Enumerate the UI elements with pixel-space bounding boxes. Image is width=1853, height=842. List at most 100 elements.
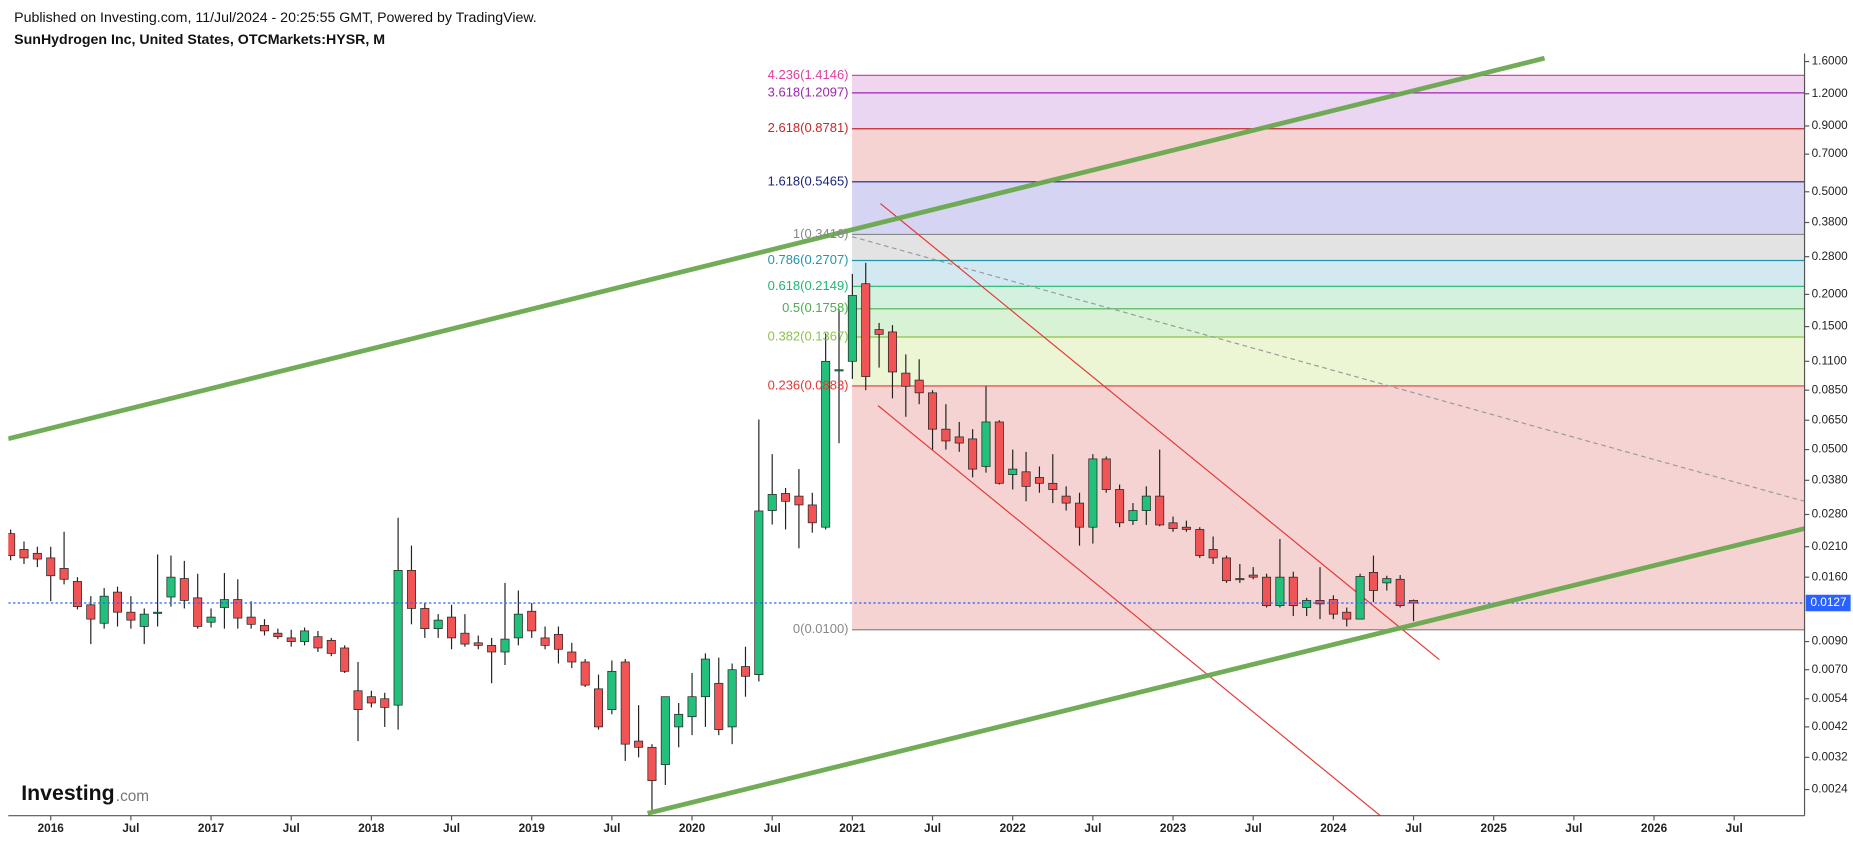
x-tick-label: 2021 (839, 821, 866, 835)
candle-body (206, 616, 216, 623)
candle-body (887, 331, 897, 373)
fib-zone (852, 234, 1805, 261)
y-tick-label: 0.0090 (1812, 634, 1849, 648)
candle-body (8, 533, 16, 556)
candle-body (660, 696, 670, 765)
candle-body (1088, 458, 1098, 528)
candle-body (513, 613, 523, 639)
fib-label: 1.618(0.5465) (768, 173, 849, 188)
candle-body (1141, 495, 1151, 511)
candle-body (1168, 522, 1178, 529)
candle-body (1302, 600, 1312, 608)
y-tick-label: 0.3800 (1812, 215, 1849, 229)
candle-body (233, 599, 243, 619)
candle-body (874, 329, 884, 335)
candle-body (153, 611, 163, 614)
candle-body (540, 637, 550, 646)
y-tick-label: 0.1500 (1812, 319, 1849, 333)
trend-red-upper (880, 203, 1440, 661)
x-tick-label: Jul (122, 821, 139, 835)
candle-body (754, 510, 764, 675)
x-tick-label: 2025 (1481, 821, 1508, 835)
y-tick-label: 0.0280 (1812, 507, 1849, 521)
x-tick-label: 2026 (1641, 821, 1668, 835)
y-tick-label: 0.7000 (1812, 146, 1849, 160)
candle-body (1342, 611, 1352, 620)
fib-label: 4.236(1.4146) (768, 67, 849, 82)
candle-body (1155, 495, 1165, 526)
candle-body (340, 647, 350, 672)
candle-body (634, 740, 644, 748)
y-tick-label: 0.0500 (1812, 442, 1849, 456)
trend-lines (851, 203, 1805, 816)
candle-body (1262, 576, 1272, 607)
candle-body (1221, 557, 1231, 582)
candle-body (807, 504, 817, 524)
y-tick-label: 0.0850 (1812, 382, 1849, 396)
y-tick-label: 0.0210 (1812, 539, 1849, 553)
x-tick-label: Jul (1405, 821, 1422, 835)
candle-body (1061, 495, 1071, 504)
candle-body (1248, 574, 1258, 578)
candle-body (500, 638, 510, 653)
candle-body (834, 369, 844, 372)
candle-body (1328, 599, 1338, 615)
candle-body (139, 613, 149, 627)
candle-body (1235, 578, 1245, 581)
candle-body (767, 494, 777, 511)
x-tick-label: 2024 (1320, 821, 1347, 835)
candle-body (1315, 600, 1325, 605)
y-tick-label: 0.5000 (1812, 184, 1849, 198)
candle-body (1101, 458, 1111, 490)
y-tick-label: 0.2000 (1812, 287, 1849, 301)
x-tick-label: 2016 (38, 821, 65, 835)
candle-body (821, 360, 831, 528)
candle-body (861, 283, 871, 377)
candle-body (300, 630, 310, 642)
fib-label: 0(0.0100) (793, 621, 849, 636)
candle-body (1288, 576, 1298, 607)
x-tick-label: 2022 (1000, 821, 1027, 835)
y-tick-label: 1.6000 (1812, 54, 1849, 68)
y-tick-label: 1.2000 (1812, 86, 1849, 100)
candle-body (166, 576, 176, 598)
candle-body (393, 570, 403, 706)
candle-body (674, 713, 684, 728)
candle-body (1355, 576, 1365, 620)
candle-body (46, 557, 56, 577)
x-tick-label: Jul (924, 821, 941, 835)
fib-zone (852, 308, 1805, 337)
candle-body (353, 690, 363, 710)
channel-lines (8, 55, 1805, 816)
x-tick-label: Jul (1084, 821, 1101, 835)
y-tick-label: 0.0032 (1812, 749, 1848, 763)
candle-body (714, 682, 724, 730)
fib-label: 0.786(0.2707) (768, 252, 849, 267)
fib-label: 2.618(0.8781) (768, 120, 849, 135)
candle-body (1115, 489, 1125, 524)
candle-body (1021, 471, 1031, 487)
y-tick-label: 0.0042 (1812, 719, 1848, 733)
last-price-box (1805, 594, 1851, 612)
x-tick-label: Jul (603, 821, 620, 835)
fib-label: 0.236(0.0883) (768, 377, 849, 392)
candle-body (1008, 468, 1018, 475)
candle-body (647, 746, 657, 781)
channel-upper (8, 55, 1546, 442)
fib-label: 1(0.3416) (793, 226, 849, 241)
fib-label: 0.5(0.1758) (782, 300, 848, 315)
candle-body (954, 436, 964, 444)
candle-body (700, 658, 710, 698)
symbol-title: SunHydrogen Inc, United States, OTCMarke… (14, 32, 385, 48)
candle-body (460, 632, 470, 645)
candle-body (847, 295, 857, 362)
fib-labels: 0(0.0100) 0.236(0.0883) 0.382(0.1367) 0.5(0… (768, 67, 849, 636)
candle-body (326, 639, 336, 654)
candle-body (273, 632, 283, 638)
y-tick-label: 0.0160 (1812, 569, 1849, 583)
candle-body (687, 696, 697, 718)
candle-body (620, 661, 630, 745)
candle-body (286, 637, 296, 642)
candle-body (126, 611, 136, 621)
x-tick-label: 2023 (1160, 821, 1187, 835)
